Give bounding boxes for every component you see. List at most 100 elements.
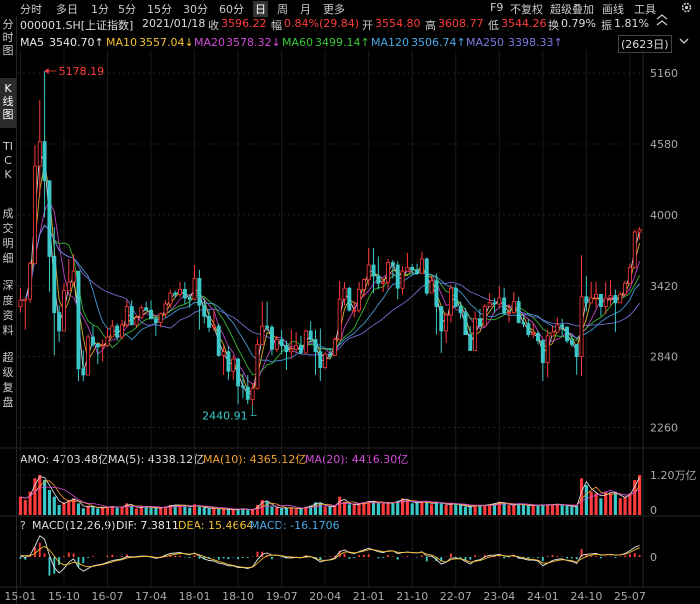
ma5-label: MA5 <box>20 36 45 49</box>
macd-value: MACD: -16.1706 <box>250 519 340 532</box>
volume-bar <box>67 500 71 515</box>
volume-bar <box>23 500 27 515</box>
volume-bar <box>62 502 66 515</box>
volume-bar <box>391 503 395 515</box>
candle-body <box>540 340 545 364</box>
candle-body <box>366 264 371 281</box>
period-tab-intraday[interactable]: 分时 <box>20 3 42 16</box>
period-tab-5min[interactable]: 5分 <box>118 3 136 16</box>
candle-body <box>463 312 468 336</box>
period-tab-30min[interactable]: 30分 <box>183 3 208 16</box>
candle-body <box>129 306 134 326</box>
candle-body <box>352 309 357 312</box>
side-tab-label: 分时图 <box>2 18 14 57</box>
open-label: 开 <box>362 19 373 32</box>
draw-line-button[interactable]: 画线 <box>602 3 624 16</box>
candle-body <box>361 279 366 290</box>
f9-button[interactable]: F9 <box>490 1 504 14</box>
volume-bar <box>323 506 327 515</box>
volume-bar <box>502 503 506 515</box>
macd-tick-label: 0 <box>650 551 657 564</box>
volume-bar <box>72 498 76 515</box>
macd-help-icon[interactable]: ? <box>20 519 26 532</box>
expand-icon[interactable] <box>655 14 669 31</box>
candle-body <box>579 296 584 358</box>
tools-button[interactable]: 工具 <box>634 3 656 16</box>
period-tab-60min[interactable]: 60分 <box>219 3 244 16</box>
high-annotation-label: 5178.19 <box>59 65 105 78</box>
x-tick-label: 25-07 <box>614 590 646 603</box>
volume-bar <box>570 506 574 515</box>
candle-body <box>453 287 458 307</box>
side-tab-label: 成交明细 <box>2 207 14 265</box>
volume-bar <box>444 505 448 515</box>
price-tick-label: 4580 <box>650 138 678 151</box>
gear-icon[interactable] <box>680 1 693 17</box>
period-tab-more[interactable]: 更多 <box>323 3 345 16</box>
ma60-value: 3499.14↑ <box>315 36 370 49</box>
side-tab-replay[interactable]: 超级复盘 <box>0 350 16 412</box>
side-tab-kline[interactable]: K线图 <box>0 78 16 128</box>
volume-bar <box>18 496 22 515</box>
volume-bar <box>57 505 61 515</box>
candle-body <box>105 336 110 347</box>
volume-bar <box>231 510 235 515</box>
candle-body <box>299 345 303 354</box>
volume-bar <box>192 504 197 515</box>
volume-bar <box>149 507 153 515</box>
volume-bar <box>376 502 380 515</box>
ma120-label: MA120 <box>371 36 410 49</box>
period-tab-day[interactable]: 日 <box>253 1 268 17</box>
volume-ma20-line <box>20 486 640 510</box>
volume-bar <box>565 505 569 515</box>
close-label: 收 <box>208 19 219 32</box>
low-label: 低 <box>488 19 499 32</box>
volume-bar <box>130 505 134 515</box>
volume-bar <box>236 509 240 515</box>
period-tab-15min[interactable]: 15分 <box>147 3 172 16</box>
vol-ma5-label: MA(5): 4338.12亿 <box>108 453 205 466</box>
period-tab-month[interactable]: 月 <box>300 3 311 16</box>
candle-body <box>308 330 313 340</box>
chevron-down-icon[interactable] <box>678 35 690 50</box>
no-adjust-button[interactable]: 不复权 <box>510 3 543 16</box>
volume-bar <box>430 504 434 515</box>
candle-body <box>32 165 37 265</box>
volume-bar <box>52 496 56 515</box>
candle-body <box>158 313 163 323</box>
volume-bar <box>105 506 110 515</box>
overlay-button[interactable]: 超级叠加 <box>550 3 594 16</box>
side-tab-trade-detail[interactable]: 成交明细 <box>0 206 16 268</box>
volume-bar <box>115 507 119 515</box>
volume-bar <box>299 508 303 515</box>
high-marker-arrow <box>44 67 49 74</box>
candle-body <box>323 353 328 369</box>
ma60-label: MA60 <box>282 36 314 49</box>
volume-bar <box>468 506 472 515</box>
bar-count-badge[interactable]: (2623日) <box>618 35 672 53</box>
volume-bar <box>347 504 351 515</box>
candle-body <box>260 325 265 345</box>
volume-bar <box>212 508 216 515</box>
amo-label: AMO: 4703.48亿 <box>20 453 110 466</box>
period-tab-multiday[interactable]: 多日 <box>56 3 78 16</box>
x-tick-label: 24-10 <box>570 590 602 603</box>
period-tab-week[interactable]: 周 <box>277 3 288 16</box>
x-tick-label: 18-10 <box>222 590 254 603</box>
side-tab-depth-info[interactable]: 深度资料 <box>0 278 16 340</box>
side-tab-intraday[interactable]: 分时图 <box>0 18 16 66</box>
period-tab-1min[interactable]: 1分 <box>91 3 109 16</box>
volume-bar <box>43 480 47 515</box>
side-tab-tick[interactable]: TICK <box>0 140 16 200</box>
bar-date: 2021/01/18 <box>142 17 206 30</box>
candle-body <box>521 322 526 325</box>
candle-body <box>28 263 33 300</box>
volume-bar <box>284 507 289 515</box>
candle-body <box>61 290 66 332</box>
ma250-label: MA250 <box>466 36 505 49</box>
candle-body <box>139 307 144 318</box>
candle-body <box>115 325 120 338</box>
volume-bar <box>371 501 376 515</box>
candle-body <box>202 304 207 317</box>
